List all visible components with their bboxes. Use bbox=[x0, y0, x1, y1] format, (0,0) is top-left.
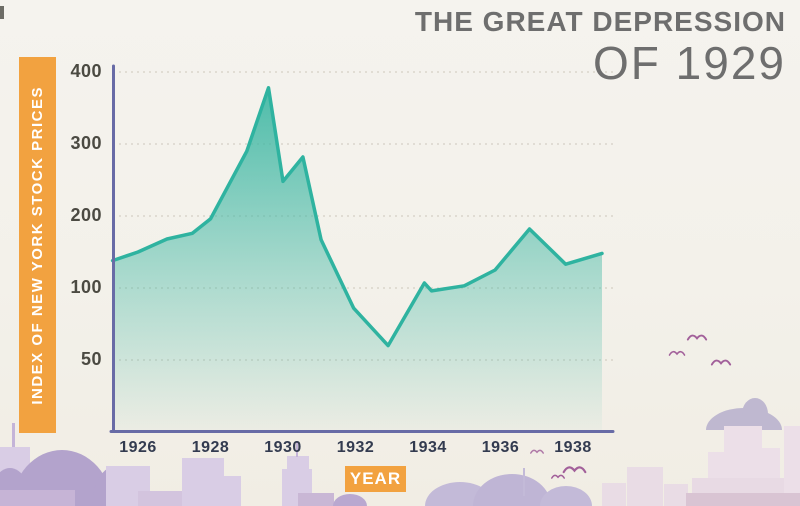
building-silhouette bbox=[686, 493, 800, 506]
building-silhouette bbox=[224, 476, 241, 506]
building-silhouette bbox=[298, 493, 334, 506]
screen-artifact bbox=[0, 6, 4, 19]
bird-icon bbox=[530, 449, 544, 454]
title-line2: OF 1929 bbox=[593, 37, 786, 89]
bird-icon bbox=[686, 334, 708, 341]
bird-icon bbox=[551, 474, 565, 479]
antenna-mast bbox=[12, 423, 15, 455]
building-silhouette bbox=[627, 467, 663, 506]
cloud bbox=[333, 494, 367, 506]
building-silhouette bbox=[664, 484, 688, 506]
building-silhouette bbox=[784, 426, 800, 506]
y-axis-title-text: INDEX OF NEW YORK STOCK PRICES bbox=[29, 85, 46, 405]
area-fill bbox=[112, 87, 602, 432]
building-silhouette bbox=[0, 490, 75, 506]
x-axis-title: YEAR bbox=[345, 466, 406, 492]
building-silhouette bbox=[602, 483, 626, 506]
cloud bbox=[742, 398, 768, 414]
antenna-mast bbox=[523, 468, 525, 496]
building-silhouette bbox=[182, 458, 224, 506]
y-axis-title: INDEX OF NEW YORK STOCK PRICES bbox=[19, 57, 56, 433]
bird-icon bbox=[668, 350, 686, 356]
bird-icon bbox=[710, 359, 732, 366]
title-line1: THE GREAT DEPRESSION bbox=[414, 6, 786, 37]
axes bbox=[109, 64, 615, 433]
index-line bbox=[110, 86, 604, 348]
bird-icon bbox=[562, 466, 587, 474]
antenna-mast bbox=[296, 441, 298, 457]
cloud bbox=[540, 486, 592, 506]
page-title: THE GREAT DEPRESSION OF 1929 bbox=[415, 6, 786, 86]
